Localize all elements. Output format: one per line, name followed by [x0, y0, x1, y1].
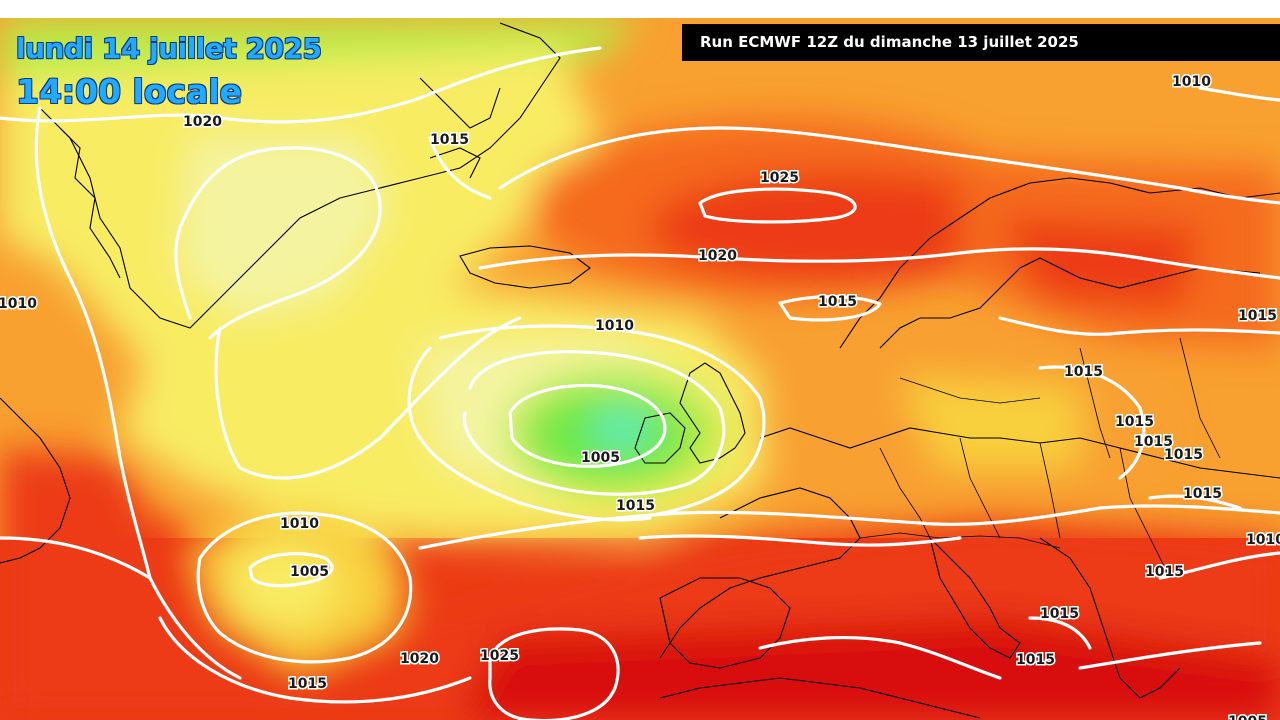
- isobar-label: 1005: [1228, 714, 1267, 720]
- isobar-label: 1015: [818, 294, 857, 310]
- isobar-label: 1015: [1134, 434, 1173, 450]
- isobar-label: 1015: [288, 676, 327, 692]
- isobar-label: 1015: [1145, 564, 1184, 580]
- isobar-label: 1020: [400, 651, 439, 667]
- isobar-label: 1010: [1246, 532, 1280, 548]
- isobars: [0, 46, 1280, 720]
- forecast-date-title: lundi 14 juillet 2025: [16, 32, 322, 65]
- isobar-label: 1010: [280, 516, 319, 532]
- forecast-time-title: 14:00 locale: [16, 72, 243, 111]
- isobar-label: 1010: [595, 318, 634, 334]
- isobar-label: 1015: [430, 132, 469, 148]
- isobar-label: 1020: [698, 248, 737, 264]
- isobar-label: 1015: [1238, 308, 1277, 324]
- isobar-label: 1005: [290, 564, 329, 580]
- pressure-map: 1020 1015 1010 1025 1020 1010 1010 1005 …: [0, 18, 1280, 720]
- isobar-label: 1025: [480, 648, 519, 664]
- isobar-label: 1015: [1183, 486, 1222, 502]
- isobar-label: 1005: [581, 450, 620, 466]
- isobar-label: 1015: [1016, 652, 1055, 668]
- isobar-label: 1020: [183, 114, 222, 130]
- isobar-label: 1015: [1040, 606, 1079, 622]
- isobar-label: 1010: [1172, 74, 1211, 90]
- isobar-labels: 1020 1015 1010 1025 1020 1010 1010 1005 …: [0, 73, 1280, 720]
- isobar-label: 1025: [760, 170, 799, 186]
- isobar-label: 1015: [1115, 414, 1154, 430]
- top-strip: [0, 0, 1280, 18]
- coastlines: [0, 22, 1280, 719]
- isobar-label: 1015: [616, 498, 655, 514]
- isobar-label: 1015: [1164, 447, 1203, 463]
- model-run-label: Run ECMWF 12Z du dimanche 13 juillet 202…: [682, 24, 1280, 61]
- isobar-label: 1015: [1064, 364, 1103, 380]
- isobar-label: 1010: [0, 296, 37, 312]
